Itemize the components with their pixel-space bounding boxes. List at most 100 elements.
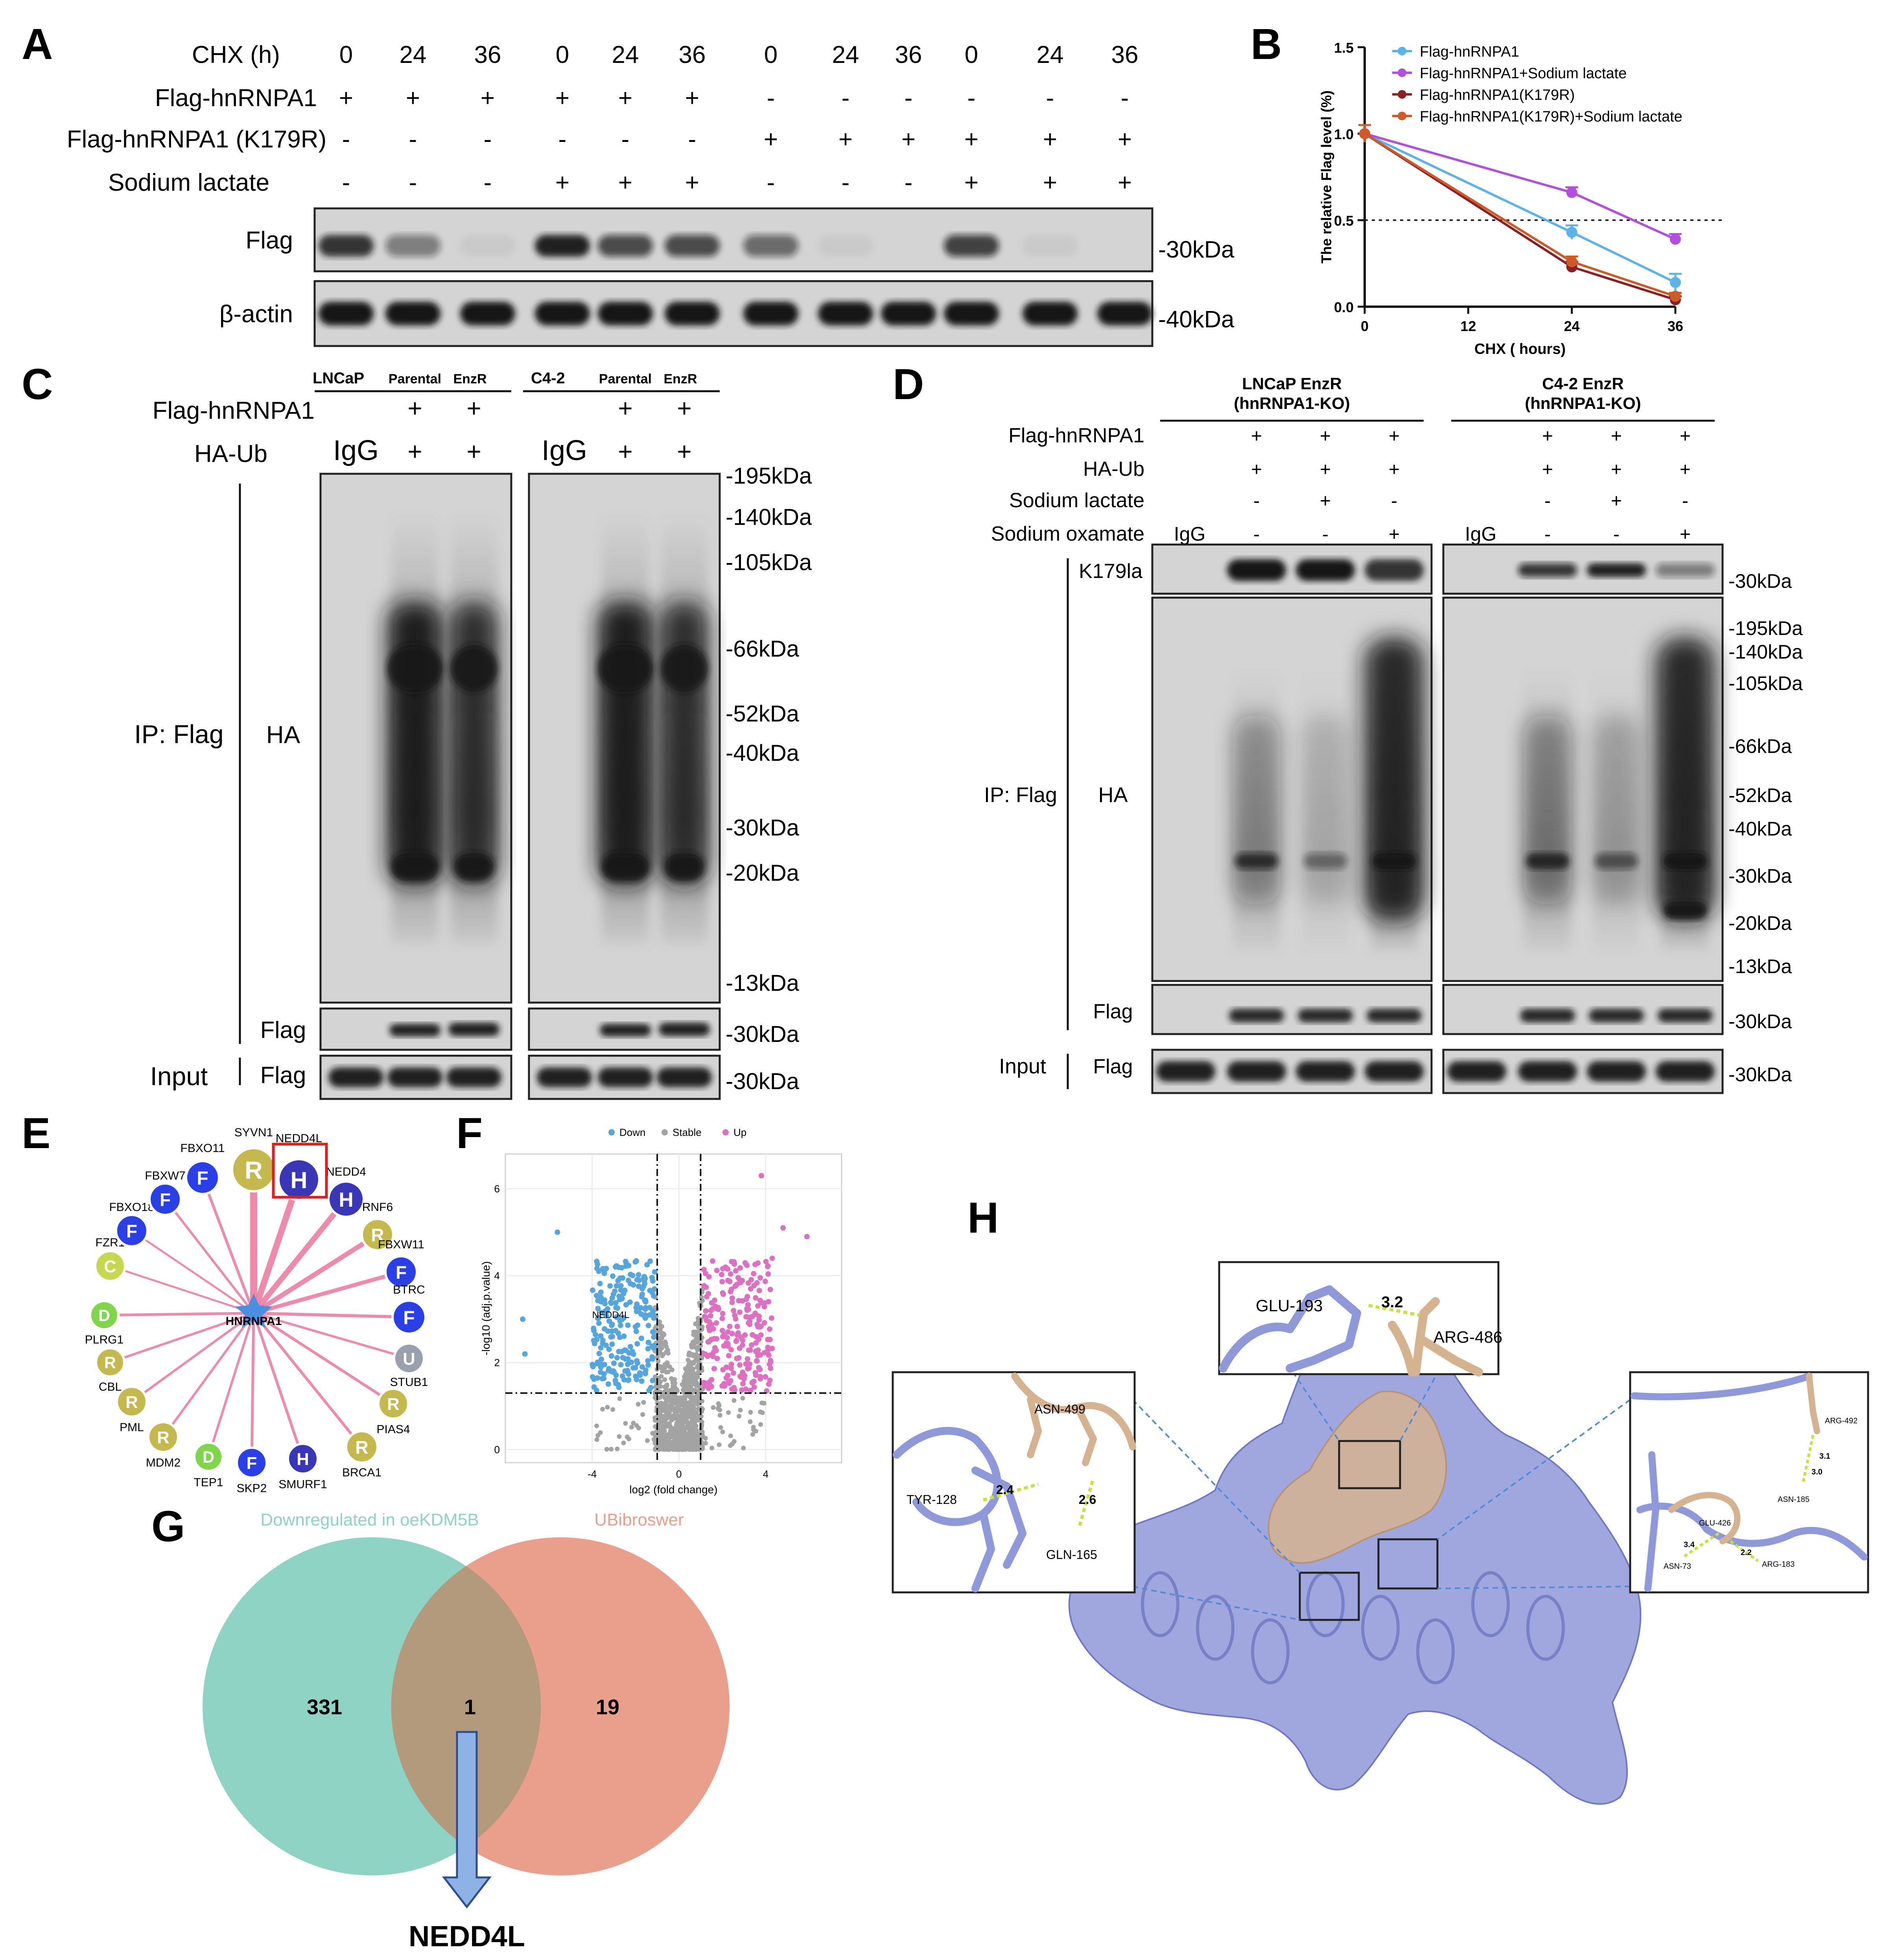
volcano-point-down-162	[610, 1291, 616, 1297]
volcano-point-stable-773	[683, 1366, 688, 1371]
panel-d-0-input-band-0	[1156, 1061, 1215, 1082]
volcano-point-stable-784	[671, 1434, 676, 1439]
volcano-point-up-192	[714, 1356, 720, 1362]
panel-c-1-lane-0-band-66	[598, 645, 653, 692]
volcano-point-up-190	[728, 1271, 733, 1277]
network-node-9-type: F	[247, 1454, 257, 1473]
volcano-point-up-219	[734, 1323, 740, 1329]
network-node-10-icon	[193, 1441, 224, 1472]
volcano-point-lowsig-36	[609, 1447, 614, 1452]
panel-a-blot-0-band-7	[818, 235, 873, 257]
panel-d-marker-3: -66kDa	[1728, 735, 1792, 757]
volcano-point-up-209	[727, 1279, 733, 1285]
panel-d-1-flag-band-0	[1520, 1009, 1575, 1023]
network-node-15-icon	[94, 1250, 126, 1282]
panel-a-row-label-lactate: Sodium lactate	[108, 169, 269, 196]
network-node-1-icon	[327, 1180, 365, 1218]
volcano-point-up-86	[765, 1271, 771, 1277]
panel-a-cell-r1-c4: +	[618, 85, 632, 112]
panel-c-0-col-0: Parental	[389, 372, 441, 386]
inset-right-hbond-2	[1729, 1540, 1759, 1562]
volcano-point-stable-889	[682, 1433, 687, 1438]
volcano-point-up-193	[755, 1353, 761, 1358]
panel-c-marker-4: -52kDa	[726, 701, 800, 727]
volcano-point-stable-748	[663, 1440, 668, 1445]
panel-c-marker-5: -40kDa	[726, 740, 800, 766]
panel-h: H GLU-193 ARG-486 3.2 ASN-499 TYR-128 GLN-165…	[892, 1194, 1869, 1805]
panel-b-series-0-point-2	[1670, 277, 1681, 288]
volcano-point-stable-654	[655, 1355, 660, 1360]
protein-helix-7	[1526, 1595, 1565, 1661]
volcano-point-down-17	[597, 1281, 603, 1286]
panel-d-1-lane-1-smear	[1524, 716, 1571, 904]
network-edge-12	[131, 1312, 254, 1403]
network-node-9-name: SKP2	[237, 1482, 267, 1495]
panel-d-1-r0-c1: +	[1542, 426, 1553, 447]
panel-d-1-k179la-band-1	[1518, 563, 1577, 577]
volcano-point-down-133	[608, 1334, 614, 1340]
volcano-point-down-104	[625, 1322, 631, 1328]
volcano-point-up-226	[757, 1367, 763, 1373]
volcano-point-down-177	[610, 1273, 615, 1279]
panel-d-0-lane-2-band-30	[1304, 853, 1347, 869]
network-node-11-type: R	[157, 1428, 170, 1447]
volcano-point-stable-792	[671, 1377, 676, 1382]
panel-c-1-flag-band-1	[600, 1024, 651, 1036]
volcano-point-down-175	[595, 1306, 601, 1312]
volcano-point-up-97	[720, 1334, 726, 1340]
volcano-point-up-24	[737, 1265, 743, 1271]
volcano-point-up-100	[748, 1388, 754, 1393]
network-node-16-icon	[115, 1214, 149, 1248]
volcano-point-stable-755	[669, 1414, 674, 1419]
volcano-point-up-217	[740, 1370, 746, 1376]
panel-d-row-label-3: Sodium oxamate	[991, 523, 1144, 545]
volcano-point-down-173	[644, 1262, 650, 1268]
panel-c-marker-3: -66kDa	[726, 636, 800, 662]
volcano-point-down-143	[652, 1286, 658, 1292]
volcano-point-lowsig-16	[615, 1447, 620, 1452]
volcano-point-up-156	[729, 1295, 735, 1301]
volcano-point-stable-623	[657, 1349, 662, 1355]
panel-d-input-marker: -30kDa	[1728, 1064, 1792, 1086]
panel-c-0-r1-c0: IgG	[333, 435, 379, 466]
network-node-3-type: F	[396, 1262, 407, 1283]
volcano-point-down-110	[618, 1287, 624, 1293]
inset-right-residue-0: ARG-492	[1825, 1417, 1857, 1425]
volcano-point-stable-887	[671, 1395, 676, 1400]
inset-right-residue-3: ASN-73	[1664, 1562, 1691, 1571]
volcano-point-down-107	[641, 1284, 647, 1290]
panel-c-cellline-1: C4-2	[531, 370, 565, 387]
panel-d-group-1-subtitle: (hnRNPA1-KO)	[1525, 394, 1641, 412]
panel-d-1-lane-3-band-20	[1664, 901, 1707, 919]
volcano-point-up-212	[752, 1262, 758, 1268]
volcano-point-stable-893	[666, 1447, 671, 1452]
volcano-point-up-161	[735, 1275, 741, 1281]
volcano-legend-0-marker	[608, 1129, 615, 1136]
panel-d-1-r1-c2: +	[1611, 459, 1622, 480]
panel-b-y-axis-label: The relative Flag level (%)	[1318, 90, 1334, 263]
volcano-point-lowsig-24	[726, 1410, 731, 1415]
volcano-point-stable-852	[693, 1441, 698, 1446]
volcano-point-stable-899	[694, 1321, 699, 1327]
volcano-point-up-202	[720, 1291, 726, 1297]
volcano-point-lowsig-59	[645, 1438, 650, 1443]
volcano-point-down-91	[606, 1346, 612, 1352]
panel-a-blot-0-label: Flag	[245, 227, 293, 254]
network-node-15-type: C	[104, 1257, 116, 1276]
panel-d-1-lane-2-smear	[1593, 716, 1640, 904]
panel-b-series-0-line	[1364, 133, 1676, 284]
panel-c-0-r1-c1: +	[407, 437, 422, 466]
volcano-point-stable-898	[663, 1401, 668, 1406]
volcano-point-stable-819	[674, 1437, 679, 1442]
network-node-19-type: R	[245, 1157, 263, 1184]
volcano-point-lowsig-58	[730, 1441, 735, 1447]
panel-a-blot-0-band-9	[944, 235, 999, 257]
network-node-17-name: FBXW7	[145, 1169, 185, 1182]
inset-top-distance: 3.2	[1381, 1294, 1403, 1311]
network-edge-10	[207, 1313, 255, 1457]
panel-d-0-flag-band-0	[1229, 1009, 1284, 1023]
volcano-point-stable-818	[691, 1381, 696, 1386]
protein-helix-0	[1141, 1571, 1179, 1637]
docking-zoom-box-left	[1299, 1572, 1360, 1621]
panel-d-1-k179la-band-2	[1587, 563, 1646, 577]
